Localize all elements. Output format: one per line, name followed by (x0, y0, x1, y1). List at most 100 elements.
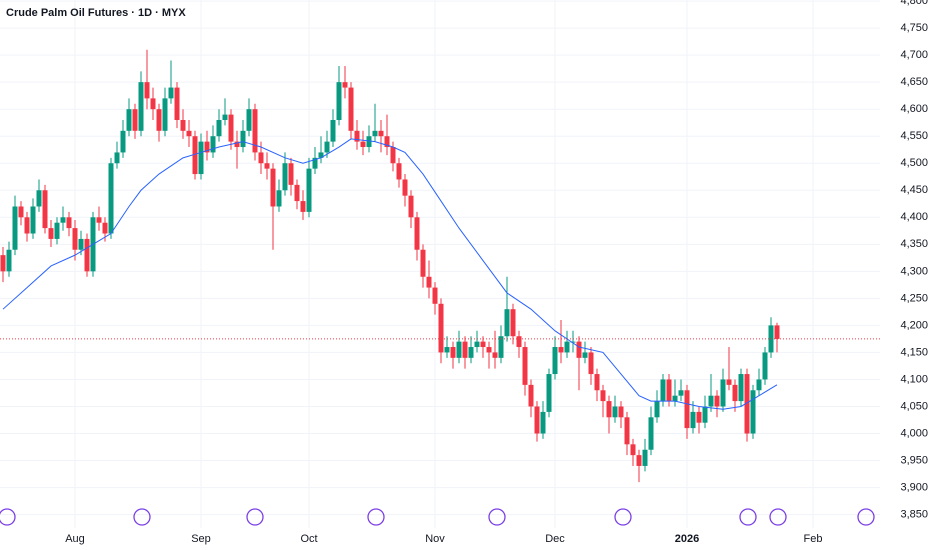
candle-body (192, 136, 198, 175)
candle-body (48, 228, 54, 239)
candle-body (318, 152, 324, 158)
candle-body (714, 395, 720, 407)
candle-body (402, 179, 408, 196)
candle-body (408, 195, 414, 218)
y-tick-label: 4,700 (900, 49, 928, 61)
candle-body (450, 347, 456, 358)
candle-body (342, 82, 348, 88)
y-tick-label: 4,250 (900, 292, 928, 304)
candle-body (438, 303, 444, 353)
y-tick-label: 3,850 (900, 509, 928, 521)
candle-body (552, 347, 558, 375)
candle-body (642, 449, 648, 466)
candle-body (708, 395, 714, 407)
candle-body (420, 249, 426, 277)
candle-body (354, 130, 360, 142)
candle-body (246, 109, 252, 131)
candle-body (156, 109, 162, 131)
candle-body (294, 184, 300, 202)
candle-body (366, 136, 372, 148)
candle-body (678, 390, 684, 396)
candle-body (324, 141, 330, 153)
candle-body (174, 87, 180, 120)
candle-body (24, 217, 30, 234)
candle-body (684, 390, 690, 429)
candle-body (468, 347, 474, 358)
candle-body (690, 411, 696, 429)
candle-body (540, 411, 546, 434)
candle-body (120, 130, 126, 153)
candle-body (474, 341, 480, 348)
event-icons (0, 508, 875, 526)
candle-body (390, 147, 396, 164)
candle-body (168, 87, 174, 99)
y-tick-label: 4,550 (900, 130, 928, 142)
candle-body (480, 341, 486, 348)
candle-body (138, 82, 144, 131)
candle-body (594, 374, 600, 391)
candle-body (666, 379, 672, 402)
candle-body (96, 217, 102, 223)
candle-body (570, 341, 576, 343)
y-tick-label: 4,500 (900, 157, 928, 169)
candle-body (132, 109, 138, 131)
candle-body (276, 190, 282, 207)
candle-body (126, 109, 132, 131)
candle-body (30, 206, 36, 234)
y-tick-label: 4,050 (900, 400, 928, 412)
candle-body (210, 136, 216, 153)
moving-average (2, 138, 778, 410)
candle-body (150, 98, 156, 110)
candle-body (612, 406, 618, 418)
candle-body (336, 82, 342, 120)
candle-body (18, 206, 24, 218)
y-tick-label: 4,600 (900, 103, 928, 115)
candle-body (60, 217, 66, 223)
candle-body (660, 379, 666, 402)
candle-body (534, 406, 540, 434)
candle-body (546, 374, 552, 412)
candle-body (84, 238, 90, 272)
y-tick-label: 4,650 (900, 76, 928, 88)
candle-body (12, 206, 18, 250)
candle-body (522, 347, 528, 385)
candle-body (624, 417, 630, 445)
candle-body (300, 201, 306, 212)
candle-body (102, 222, 108, 234)
candle-body (426, 276, 432, 288)
y-tick-label: 4,750 (900, 22, 928, 34)
x-tick-label: Aug (65, 533, 85, 545)
x-tick-label: Dec (545, 533, 565, 545)
candle-body (462, 341, 468, 358)
candle-body (240, 130, 246, 148)
y-tick-label: 4,300 (900, 265, 928, 277)
candle-body (510, 309, 516, 337)
candle-body (618, 406, 624, 418)
candle-body (498, 336, 504, 358)
y-tick-label: 3,950 (900, 454, 928, 466)
y-tick-label: 3,900 (900, 481, 928, 493)
candle-body (186, 130, 192, 137)
y-tick-label: 4,200 (900, 319, 928, 331)
x-tick-label: Sep (191, 533, 211, 545)
candle-body (414, 217, 420, 250)
candle-body (108, 163, 114, 234)
candle-body (726, 379, 732, 385)
candle-body (756, 379, 762, 391)
y-tick-label: 4,450 (900, 184, 928, 196)
candle-body (630, 444, 636, 456)
candle-body (432, 287, 438, 304)
candle-body (348, 87, 354, 131)
y-tick-label: 4,150 (900, 346, 928, 358)
plot (0, 49, 880, 483)
candle-body (252, 109, 258, 153)
candle-body (732, 384, 738, 402)
candle-body (606, 401, 612, 418)
candle-body (720, 379, 726, 407)
chart-title: Crude Palm Oil Futures · 1D · MYX (6, 7, 186, 19)
candle-body (162, 98, 168, 131)
candle-body (282, 163, 288, 191)
candle-body (42, 190, 48, 229)
x-tick-label: Nov (425, 533, 445, 545)
y-tick-label: 4,100 (900, 373, 928, 385)
